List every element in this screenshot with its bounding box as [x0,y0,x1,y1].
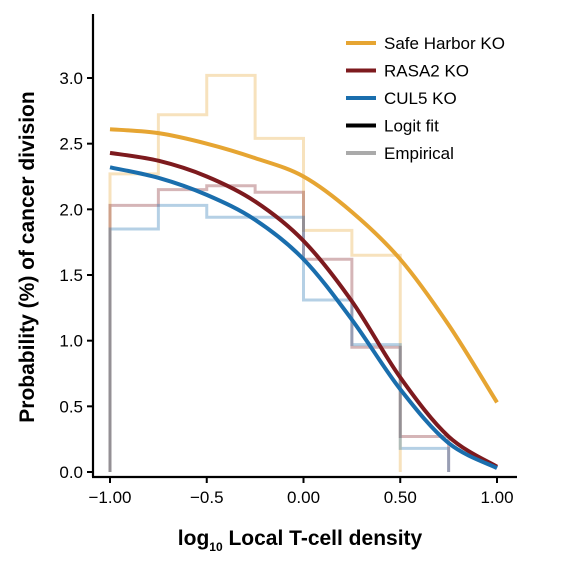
x-tick-label: −1.00 [88,488,131,507]
y-tick-label: 2.0 [59,200,83,219]
y-tick-label: 3.0 [59,69,83,88]
x-tick-label: 0.00 [287,488,320,507]
fit-curve-series-2 [109,165,498,470]
y-axis-title: Probability (%) of cancer division [16,91,39,422]
y-tick-label: 1.0 [59,332,83,351]
fit-curve-series-0 [109,127,499,404]
empirical-histogram-series-0 [108,73,402,472]
legend-label: RASA2 KO [384,62,469,81]
empirical-histogram-series-2 [108,203,451,472]
fit-curve-series-1 [109,150,499,469]
legend-label: Safe Harbor KO [384,34,505,53]
y-tick-label: 1.5 [59,266,83,285]
legend-label: Logit fit [384,117,439,136]
legend-label: Empirical [384,144,454,163]
logit-fit-curves [109,127,499,470]
y-tick-label: 0.0 [59,463,83,482]
y-ticks: 0.0 0.5 1.0 1.5 2.0 2.5 3.0 [59,69,93,482]
x-tick-label: −0.5 [190,488,224,507]
legend-label: CUL5 KO [384,89,457,108]
legend: Safe Harbor KO RASA2 KO CUL5 KO Logit fit Em… [346,34,505,163]
x-tick-label: 0.50 [384,488,417,507]
x-tick-label: 1.00 [480,488,513,507]
y-tick-label: 0.5 [59,397,83,416]
x-axis-title: log10 Local T-cell density [178,527,423,554]
y-tick-label: 2.5 [59,135,83,154]
x-ticks: −1.00 −0.5 0.00 0.50 1.00 [88,477,514,507]
empirical-histogram-series-1 [108,184,451,472]
